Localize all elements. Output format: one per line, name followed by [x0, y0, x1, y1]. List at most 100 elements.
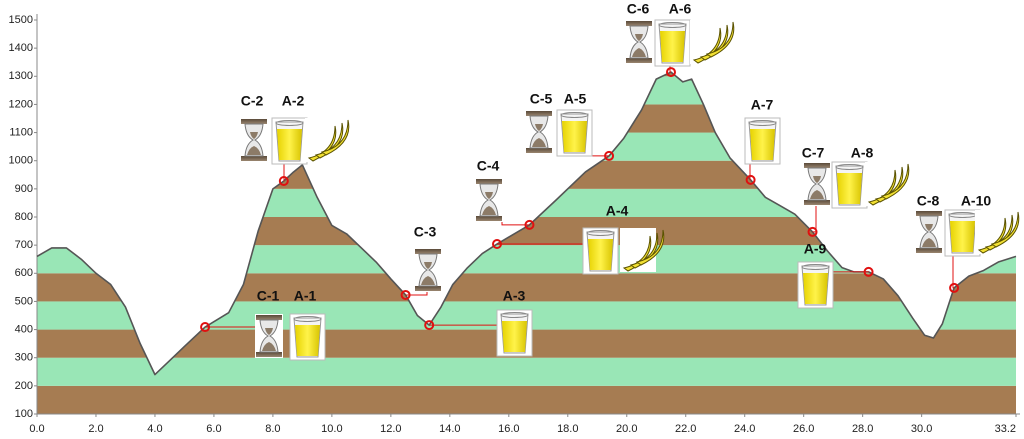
- y-tick-label: 800: [15, 211, 33, 223]
- hourglass-icon: [625, 20, 653, 64]
- hourglass-icon: [240, 118, 268, 162]
- y-tick-label: 100: [15, 408, 33, 420]
- glass-rim: [275, 120, 304, 126]
- glass-juice: [277, 129, 302, 160]
- y-tick-label: 1200: [9, 98, 33, 110]
- hourglass-sand: [247, 132, 261, 155]
- x-tick-label: 26.0: [793, 423, 814, 435]
- glass-icon: [797, 261, 834, 309]
- glass-icon: [831, 161, 868, 209]
- station-marker: [745, 174, 756, 185]
- station-label: C-1: [257, 288, 280, 304]
- hourglass-glass: [529, 115, 549, 149]
- hourglass-bottom: [526, 148, 552, 153]
- glass-rim: [586, 230, 615, 236]
- hourglass-sand: [632, 34, 646, 57]
- station-label: C-2: [241, 93, 264, 109]
- x-tick-label: 12.0: [380, 423, 401, 435]
- x-tick-label: 22.0: [675, 423, 696, 435]
- station-marker: [278, 175, 289, 186]
- glass-icon: [556, 109, 593, 157]
- y-tick-label: 900: [15, 183, 33, 195]
- elevation-band: [37, 273, 1016, 302]
- x-tick-label: 28.0: [852, 423, 873, 435]
- glass-icon: [654, 19, 691, 67]
- hourglass-bottom: [476, 216, 502, 221]
- y-tick-label: 1500: [9, 14, 33, 26]
- station-label: A-7: [751, 97, 774, 113]
- glass-icon: [744, 117, 781, 165]
- glass-rim: [748, 120, 777, 126]
- elevation-band: [37, 76, 1016, 105]
- station-label: A-9: [804, 241, 827, 257]
- x-tick-label: 2.0: [88, 423, 103, 435]
- hourglass-glass: [418, 253, 438, 287]
- hourglass-sand: [810, 176, 824, 199]
- banana: [880, 163, 910, 200]
- station-marker: [492, 239, 503, 250]
- y-tick-label: 600: [15, 267, 33, 279]
- x-tick-label: 10.0: [321, 423, 342, 435]
- hourglass-bottom: [256, 352, 282, 357]
- station-marker: [200, 322, 211, 333]
- station-label: C-3: [414, 224, 437, 240]
- station-label: C-5: [530, 91, 553, 107]
- hourglass-glass: [919, 215, 939, 249]
- station-marker: [665, 67, 676, 78]
- glass-rim: [500, 312, 529, 318]
- hourglass-top: [256, 315, 282, 320]
- glass-rim: [801, 264, 830, 270]
- hourglass-glass: [629, 25, 649, 59]
- station-marker: [400, 289, 411, 300]
- x-tick-label: 24.0: [734, 423, 755, 435]
- x-tick-label: 18.0: [557, 423, 578, 435]
- hourglass-sand: [532, 124, 546, 147]
- y-tick-label: 1400: [9, 42, 33, 54]
- banana: [705, 21, 735, 58]
- station-label: A-5: [564, 91, 587, 107]
- station-label: A-3: [503, 288, 526, 304]
- hourglass-icon: [475, 178, 503, 222]
- elevation-band: [37, 72, 1016, 77]
- hourglass-glass: [807, 167, 827, 201]
- glass-juice: [803, 273, 828, 304]
- x-tick-label: 14.0: [439, 423, 460, 435]
- glass-icon: [582, 227, 619, 275]
- glass-icon: [496, 309, 533, 357]
- hourglass-sand: [482, 192, 496, 215]
- station-marker: [863, 266, 874, 277]
- glass-juice: [837, 173, 862, 204]
- glass-rim: [658, 22, 687, 28]
- station-label: A-10: [961, 193, 992, 209]
- glass-juice: [295, 325, 320, 356]
- glass-juice: [588, 239, 613, 270]
- x-tick-label: 20.0: [616, 423, 637, 435]
- x-tick-label: 30.0: [911, 423, 932, 435]
- y-tick-label: 500: [15, 295, 33, 307]
- station-connector: [749, 164, 751, 181]
- banana: [990, 211, 1020, 248]
- hourglass-icon: [255, 314, 283, 358]
- x-tick-label: 33.2: [995, 423, 1016, 435]
- glass-rim: [835, 164, 864, 170]
- station-connector: [952, 256, 955, 289]
- glass-icon: [944, 209, 981, 257]
- y-tick-label: 400: [15, 323, 33, 335]
- y-tick-label: 700: [15, 239, 33, 251]
- glass-icon: [271, 117, 308, 165]
- banana-icon: [305, 118, 350, 162]
- hourglass-glass: [244, 123, 264, 157]
- hourglass-glass: [259, 319, 279, 353]
- banana: [635, 229, 665, 266]
- station-marker: [424, 320, 435, 331]
- banana-icon: [690, 20, 735, 64]
- x-tick-label: 16.0: [498, 423, 519, 435]
- station-label: C-6: [627, 1, 650, 17]
- station-marker: [524, 219, 535, 230]
- glass-juice: [562, 121, 587, 152]
- hourglass-icon: [915, 210, 943, 254]
- hourglass-bottom: [241, 156, 267, 161]
- station-connector: [501, 222, 530, 226]
- glass-icon: [289, 313, 326, 361]
